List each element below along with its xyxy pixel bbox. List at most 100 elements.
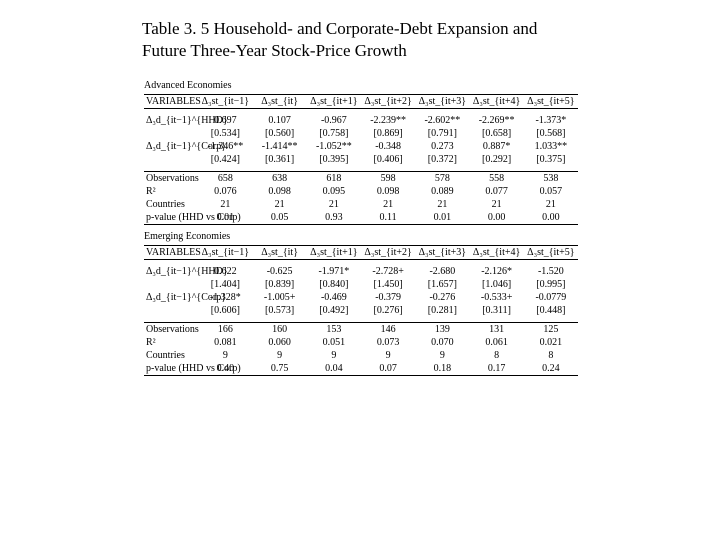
cell: 0.073 <box>361 336 415 349</box>
cell: [0.573] <box>253 304 307 317</box>
col-variables: VARIABLES <box>144 95 198 109</box>
label-corp: Δ₃d_{it−1}^{Corp} <box>144 291 198 304</box>
cell: -1.373* <box>524 114 578 127</box>
cell: 658 <box>198 172 252 185</box>
cell: -2.269** <box>470 114 524 127</box>
cell: 538 <box>524 172 578 185</box>
cell: 21 <box>361 198 415 211</box>
cell: -1.971* <box>307 265 361 278</box>
header-row: VARIABLES Δ₃st_{it−1} Δ₃st_{it} Δ₃st_{it… <box>144 246 578 260</box>
col-t2: Δ₃st_{it+2} <box>361 95 415 109</box>
row-r2: R² 0.081 0.060 0.051 0.073 0.070 0.061 0… <box>144 336 578 349</box>
cell: 0.076 <box>198 185 252 198</box>
label-obs: Observations <box>144 172 198 185</box>
cell: 598 <box>361 172 415 185</box>
cell: [0.840] <box>307 278 361 291</box>
cell: [0.448] <box>524 304 578 317</box>
cell: 0.098 <box>253 185 307 198</box>
cell: [1.450] <box>361 278 415 291</box>
col-t5: Δ₃st_{it+5} <box>524 95 578 109</box>
cell: 160 <box>253 323 307 336</box>
cell: 0.081 <box>198 336 252 349</box>
cell: 21 <box>307 198 361 211</box>
col-t3: Δ₃st_{it+3} <box>415 246 469 260</box>
cell: 146 <box>361 323 415 336</box>
cell: -0.625 <box>253 265 307 278</box>
row-hhd-coef: Δ₃d_{it−1}^{HHD} 0.697 0.107 -0.967 -2.2… <box>144 114 578 127</box>
cell: 618 <box>307 172 361 185</box>
cell: 1.033** <box>524 140 578 153</box>
table-advanced: VARIABLES Δ₃st_{it−1} Δ₃st_{it} Δ₃st_{it… <box>144 94 578 225</box>
cell: [0.791] <box>415 127 469 140</box>
cell: 0.05 <box>253 211 307 225</box>
row-pval: p-value (HHD vs Corp) 0.01 0.05 0.93 0.1… <box>144 211 578 225</box>
cell: 0.070 <box>415 336 469 349</box>
cell: -1.005+ <box>253 291 307 304</box>
cell: 9 <box>361 349 415 362</box>
label-corp: Δ₃d_{it−1}^{Corp} <box>144 140 198 153</box>
cell: 638 <box>253 172 307 185</box>
label-countries: Countries <box>144 349 198 362</box>
cell: 21 <box>524 198 578 211</box>
cell: 131 <box>470 323 524 336</box>
cell: 0.060 <box>253 336 307 349</box>
cell: [0.276] <box>361 304 415 317</box>
cell: 0.00 <box>524 211 578 225</box>
cell: 0.887* <box>470 140 524 153</box>
cell: 9 <box>253 349 307 362</box>
row-r2: R² 0.076 0.098 0.095 0.098 0.089 0.077 0… <box>144 185 578 198</box>
cell: -2.602** <box>415 114 469 127</box>
cell: 166 <box>198 323 252 336</box>
cell: 21 <box>470 198 524 211</box>
col-t4: Δ₃st_{it+4} <box>470 95 524 109</box>
row-corp-se: [0.424] [0.361] [0.395] [0.406] [0.372] … <box>144 153 578 166</box>
cell: 125 <box>524 323 578 336</box>
panel-emerging: Emerging Economies VARIABLES Δ₃st_{it−1}… <box>24 231 696 376</box>
cell: [0.758] <box>307 127 361 140</box>
header-row: VARIABLES Δ₃st_{it−1} Δ₃st_{it} Δ₃st_{it… <box>144 95 578 109</box>
row-pval: p-value (HHD vs Corp) 0.40 0.75 0.04 0.0… <box>144 362 578 376</box>
col-variables: VARIABLES <box>144 246 198 260</box>
panel-heading-advanced: Advanced Economies <box>144 80 578 91</box>
col-t0: Δ₃st_{it} <box>253 95 307 109</box>
cell: [0.606] <box>198 304 252 317</box>
col-lag1: Δ₃st_{it−1} <box>198 246 252 260</box>
cell: 8 <box>470 349 524 362</box>
col-t0: Δ₃st_{it} <box>253 246 307 260</box>
col-t1: Δ₃st_{it+1} <box>307 95 361 109</box>
cell: [0.311] <box>470 304 524 317</box>
cell: 0.057 <box>524 185 578 198</box>
cell: [0.658] <box>470 127 524 140</box>
panel-heading-emerging: Emerging Economies <box>144 231 578 242</box>
cell: 0.00 <box>470 211 524 225</box>
cell: [0.281] <box>415 304 469 317</box>
cell: 0.75 <box>253 362 307 376</box>
col-t2: Δ₃st_{it+2} <box>361 246 415 260</box>
cell: [0.869] <box>361 127 415 140</box>
cell: 9 <box>198 349 252 362</box>
row-hhd-coef: Δ₃d_{it−1}^{HHD} 0.622 -0.625 -1.971* -2… <box>144 265 578 278</box>
label-hhd: Δ₃d_{it−1}^{HHD} <box>144 265 198 278</box>
cell: [0.372] <box>415 153 469 166</box>
cell: [1.046] <box>470 278 524 291</box>
cell: 0.089 <box>415 185 469 198</box>
cell: -0.967 <box>307 114 361 127</box>
row-countries: Countries 9 9 9 9 9 8 8 <box>144 349 578 362</box>
cell: [0.839] <box>253 278 307 291</box>
cell: [0.534] <box>198 127 252 140</box>
cell: [1.657] <box>415 278 469 291</box>
cell: [0.995] <box>524 278 578 291</box>
panel-advanced: Advanced Economies VARIABLES Δ₃st_{it−1}… <box>24 80 696 225</box>
cell: 0.01 <box>415 211 469 225</box>
cell: 558 <box>470 172 524 185</box>
cell: 21 <box>198 198 252 211</box>
cell: 0.061 <box>470 336 524 349</box>
cell: 9 <box>307 349 361 362</box>
cell: 0.17 <box>470 362 524 376</box>
cell: -0.379 <box>361 291 415 304</box>
label-hhd: Δ₃d_{it−1}^{HHD} <box>144 114 198 127</box>
cell: [0.375] <box>524 153 578 166</box>
cell: [0.406] <box>361 153 415 166</box>
cell: 153 <box>307 323 361 336</box>
cell: 8 <box>524 349 578 362</box>
